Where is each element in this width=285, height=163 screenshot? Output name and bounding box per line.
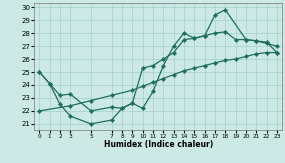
X-axis label: Humidex (Indice chaleur): Humidex (Indice chaleur): [103, 140, 213, 149]
